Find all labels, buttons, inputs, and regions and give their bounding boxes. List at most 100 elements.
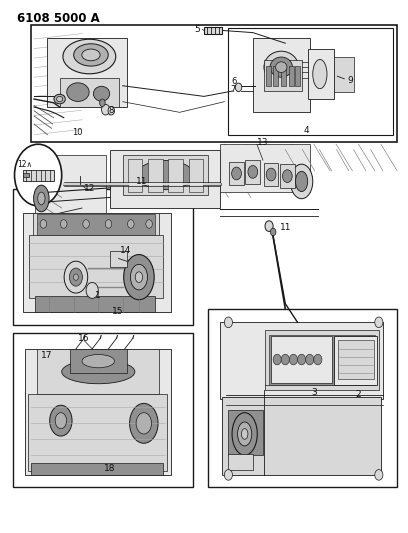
- Bar: [280, 165, 295, 188]
- Bar: [229, 162, 244, 185]
- Ellipse shape: [275, 62, 287, 72]
- Circle shape: [235, 83, 242, 92]
- Ellipse shape: [124, 255, 154, 300]
- Bar: [220, 144, 310, 192]
- Bar: [188, 159, 203, 192]
- Bar: [31, 463, 163, 475]
- Text: 7: 7: [230, 85, 235, 94]
- Ellipse shape: [313, 60, 327, 88]
- Text: 5: 5: [194, 25, 200, 34]
- Bar: [264, 163, 278, 186]
- Circle shape: [102, 104, 110, 115]
- Circle shape: [314, 354, 322, 365]
- Circle shape: [273, 354, 281, 365]
- Circle shape: [86, 282, 98, 298]
- Text: 17: 17: [40, 351, 52, 360]
- Text: 2: 2: [355, 390, 361, 399]
- Bar: [271, 336, 332, 383]
- Bar: [289, 66, 294, 86]
- Bar: [266, 66, 271, 86]
- Bar: [31, 25, 397, 142]
- Text: 11: 11: [136, 177, 148, 187]
- Circle shape: [375, 317, 383, 328]
- Circle shape: [15, 144, 62, 206]
- Bar: [23, 173, 29, 177]
- Bar: [273, 66, 277, 86]
- Circle shape: [40, 220, 47, 228]
- Bar: [228, 28, 393, 135]
- Text: 12∧: 12∧: [18, 160, 33, 169]
- Ellipse shape: [74, 44, 108, 66]
- Bar: [264, 60, 302, 91]
- Circle shape: [289, 354, 297, 365]
- Ellipse shape: [33, 185, 49, 212]
- Bar: [123, 155, 208, 195]
- Ellipse shape: [131, 264, 147, 290]
- Text: 16: 16: [78, 334, 90, 343]
- Bar: [37, 214, 155, 235]
- Bar: [204, 27, 222, 34]
- Circle shape: [83, 220, 89, 228]
- Bar: [28, 394, 167, 471]
- Bar: [220, 322, 383, 399]
- Circle shape: [224, 470, 233, 480]
- Ellipse shape: [55, 413, 67, 429]
- Circle shape: [128, 220, 134, 228]
- Text: 9: 9: [348, 76, 353, 85]
- Ellipse shape: [270, 57, 293, 77]
- Bar: [295, 66, 300, 86]
- Ellipse shape: [54, 94, 65, 104]
- Circle shape: [232, 167, 242, 180]
- Ellipse shape: [130, 403, 158, 443]
- Ellipse shape: [73, 274, 78, 280]
- Bar: [281, 66, 286, 86]
- Bar: [265, 330, 379, 390]
- Circle shape: [60, 220, 67, 228]
- Circle shape: [146, 220, 152, 228]
- Text: 14: 14: [120, 246, 132, 255]
- Text: 13: 13: [257, 138, 269, 147]
- Bar: [148, 159, 162, 192]
- Bar: [23, 213, 171, 312]
- Bar: [228, 410, 263, 455]
- Bar: [334, 336, 377, 384]
- Bar: [35, 296, 155, 312]
- Circle shape: [224, 317, 233, 328]
- Bar: [37, 349, 159, 394]
- Bar: [35, 155, 106, 219]
- Ellipse shape: [64, 261, 88, 293]
- Ellipse shape: [69, 268, 82, 286]
- Bar: [269, 335, 375, 384]
- Text: 1: 1: [95, 290, 101, 300]
- Bar: [13, 189, 193, 325]
- Text: 10: 10: [72, 127, 82, 136]
- Circle shape: [375, 470, 383, 480]
- Bar: [33, 213, 159, 237]
- Ellipse shape: [135, 272, 143, 282]
- Bar: [228, 454, 253, 470]
- Bar: [70, 349, 127, 373]
- Text: 4: 4: [304, 126, 309, 135]
- Ellipse shape: [137, 160, 194, 190]
- Bar: [23, 169, 54, 181]
- Bar: [253, 38, 310, 112]
- Circle shape: [100, 99, 105, 107]
- Bar: [338, 340, 374, 379]
- Text: 6: 6: [231, 77, 236, 86]
- Text: 18: 18: [104, 464, 115, 473]
- Bar: [246, 160, 260, 183]
- Text: 8: 8: [109, 106, 114, 115]
- Bar: [208, 309, 397, 487]
- Circle shape: [282, 169, 292, 182]
- Circle shape: [281, 354, 289, 365]
- Ellipse shape: [242, 429, 248, 439]
- Circle shape: [297, 354, 306, 365]
- Circle shape: [265, 221, 273, 231]
- Circle shape: [105, 220, 112, 228]
- Circle shape: [108, 107, 115, 115]
- Bar: [111, 150, 220, 208]
- Ellipse shape: [82, 354, 115, 368]
- Ellipse shape: [38, 192, 45, 205]
- Bar: [25, 349, 171, 475]
- Ellipse shape: [67, 83, 89, 101]
